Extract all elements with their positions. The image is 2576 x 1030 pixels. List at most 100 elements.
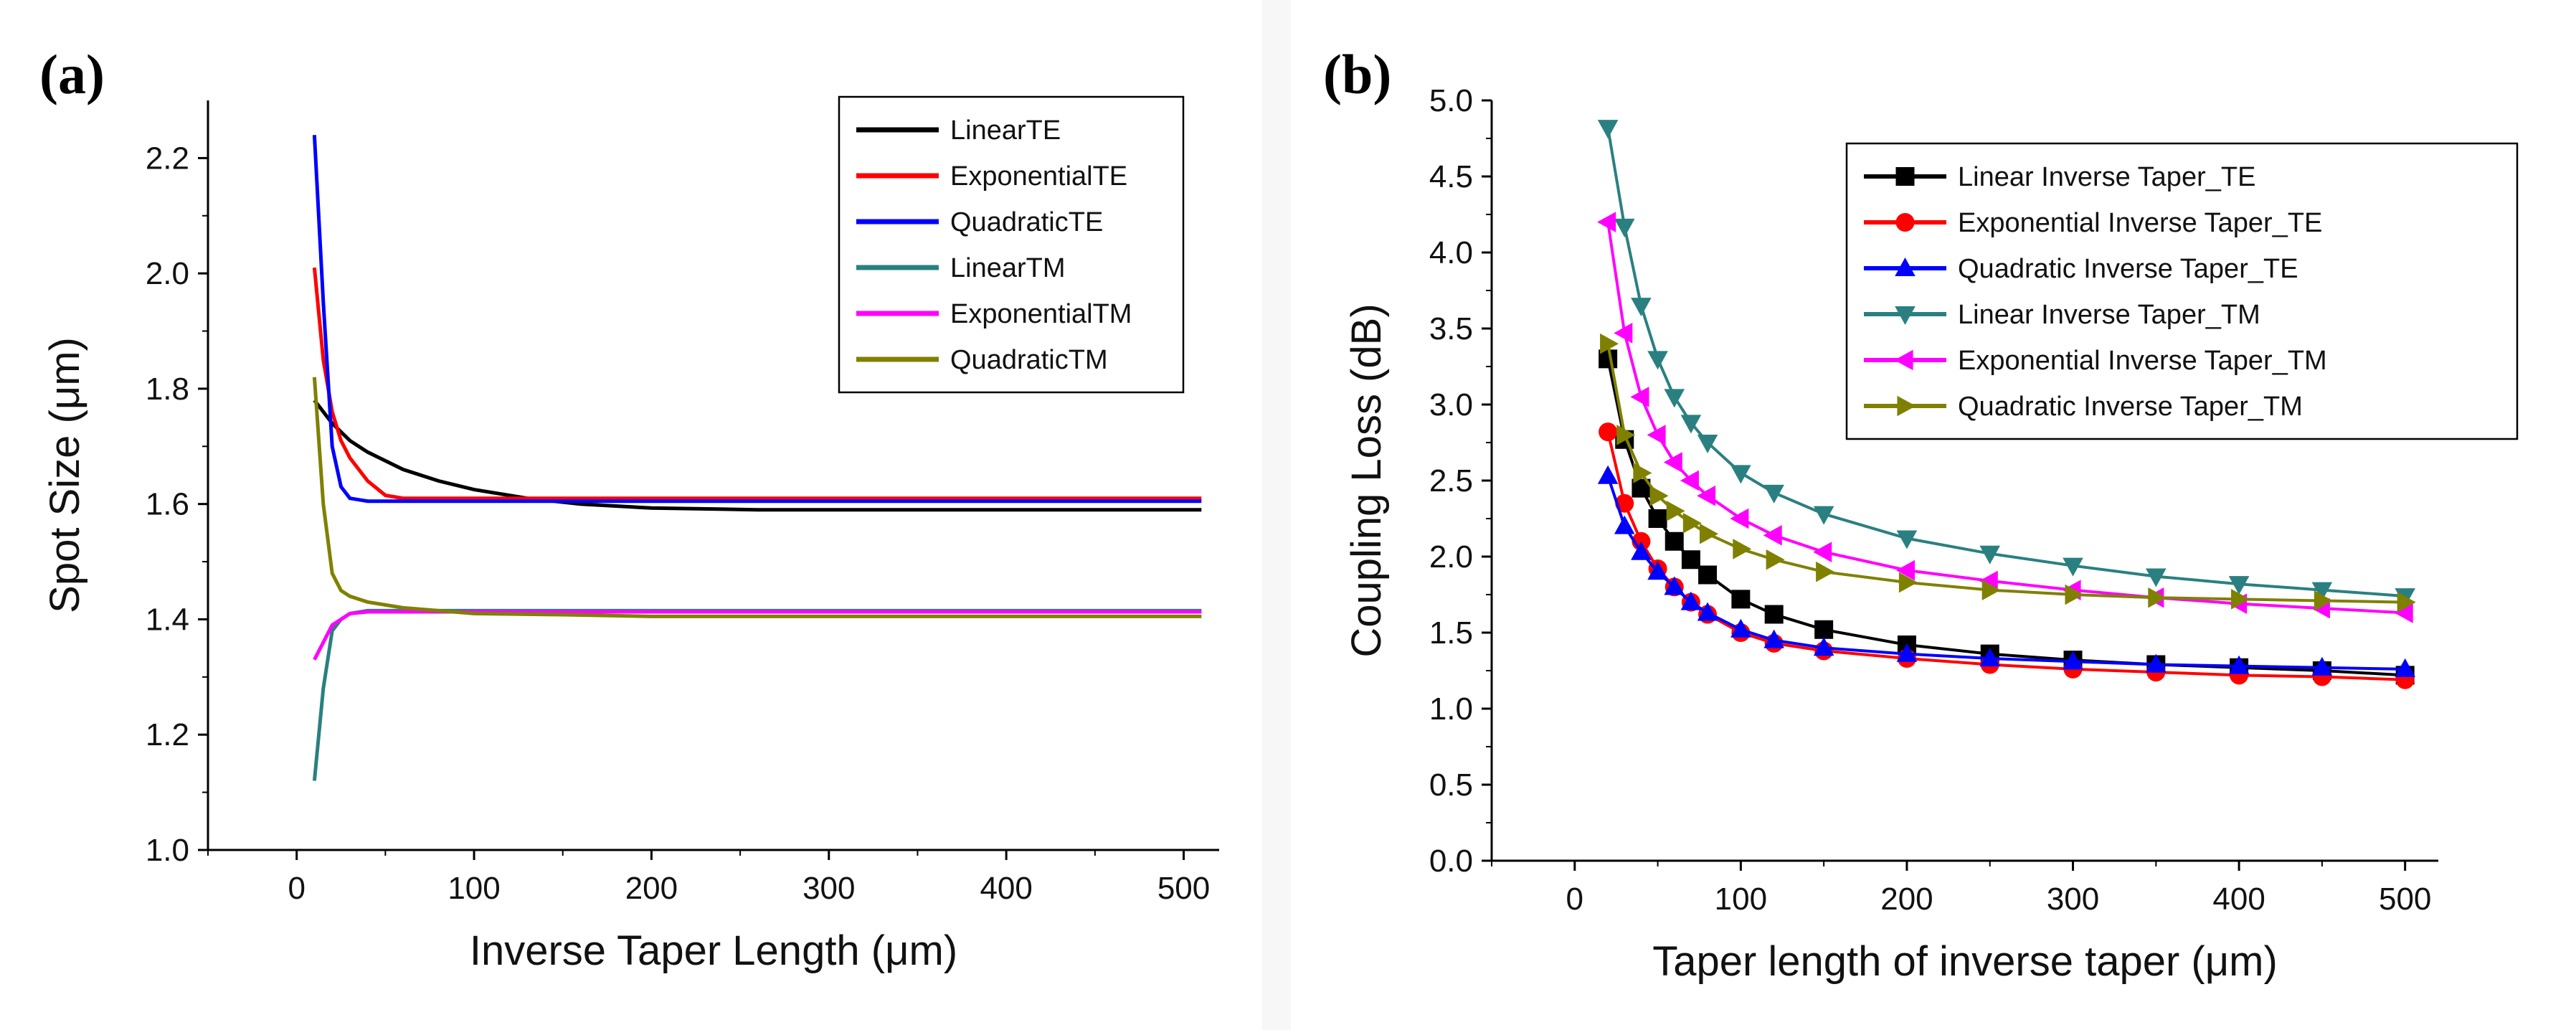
- data-point-quadratic-inverse-taper-te: [1680, 591, 1702, 610]
- data-point-linear-inverse-taper-te: [1764, 605, 1784, 624]
- data-point-linear-inverse-taper-tm: [2228, 576, 2250, 595]
- x-axis-title: Taper length of inverse taper (μm): [1652, 938, 2278, 985]
- y-axis-title: Coupling Loss (dB): [1343, 303, 1390, 657]
- series-line-exponentialtm: [313, 610, 1202, 661]
- data-point-linear-inverse-taper-tm: [2146, 568, 2167, 587]
- data-point-linear-inverse-taper-tm: [1896, 530, 1918, 549]
- data-point-quadratic-inverse-taper-te: [1664, 576, 1685, 595]
- x-tick-label: 500: [2379, 882, 2431, 917]
- legend-marker-linear-inverse-taper-te: [1895, 167, 1915, 186]
- data-point-quadratic-inverse-taper-tm: [2231, 589, 2250, 610]
- panel-gap: [1262, 0, 1291, 1030]
- data-point-quadratic-inverse-taper-tm: [1816, 561, 1835, 582]
- legend-label-exponential-inverse-taper-te: Exponential Inverse Taper_TE: [1958, 208, 2322, 238]
- data-point-quadratic-inverse-taper-tm: [1633, 463, 1652, 483]
- data-point-linear-inverse-taper-tm: [1680, 415, 1702, 434]
- data-point-linear-inverse-taper-tm: [1730, 465, 1751, 484]
- chart-panel-a: (a) 0 100 200 300 400 500 1.0 1.2 1.4 1.6 1.8 2.0 2.…: [0, 0, 1262, 1030]
- legend-label-linear-inverse-taper-tm: Linear Inverse Taper_TM: [1958, 300, 2260, 330]
- y-axis-title: Spot Size (μm): [42, 337, 88, 613]
- legend-marker-exponential-inverse-taper-te: [1895, 213, 1915, 232]
- data-point-linear-inverse-taper-tm: [1763, 484, 1784, 504]
- data-point-quadratic-inverse-taper-tm: [1682, 513, 1702, 534]
- data-point-quadratic-inverse-taper-tm: [1666, 501, 1685, 521]
- legend-label-linear-inverse-taper-te: Linear Inverse Taper_TE: [1958, 162, 2255, 192]
- y-tick-label: 1.8: [146, 372, 189, 407]
- data-point-quadratic-inverse-taper-tm: [1981, 580, 2001, 600]
- legend-label-exponential-inverse-taper-tm: Exponential Inverse Taper_TM: [1958, 346, 2327, 376]
- legend-label-exponentialte: ExponentialTE: [950, 161, 1127, 192]
- legend-label-quadratic-inverse-taper-te: Quadratic Inverse Taper_TE: [1958, 254, 2298, 284]
- data-point-exponential-inverse-taper-tm: [1697, 485, 1716, 506]
- x-tick-label: 300: [2047, 882, 2099, 917]
- data-point-linear-inverse-taper-tm: [1813, 506, 1834, 525]
- data-point-quadratic-inverse-taper-te: [1979, 648, 2001, 667]
- legend-label-exponentialtm: ExponentialTM: [950, 299, 1132, 329]
- data-point-exponential-inverse-taper-tm: [2394, 603, 2413, 623]
- x-tick-label: 400: [2212, 882, 2265, 917]
- series-line-linearte: [313, 399, 1202, 512]
- data-point-quadratic-inverse-taper-te: [1763, 629, 1784, 648]
- y-tick-label: 4.0: [1429, 235, 1473, 270]
- y-tick-label: 0.0: [1429, 844, 1473, 879]
- data-point-linear-inverse-taper-te: [1648, 509, 1667, 528]
- data-point-linear-inverse-taper-tm: [1597, 120, 1619, 139]
- data-point-linear-inverse-taper-tm: [1697, 434, 1718, 453]
- panel-label-b: (b): [1323, 43, 1391, 105]
- y-tick-label: 1.4: [146, 602, 189, 637]
- legend-label-quadraticte: QuadraticTE: [950, 207, 1103, 237]
- legend-marker-linear-inverse-taper-tm: [1895, 306, 1916, 325]
- y-tick-label: 1.0: [1429, 691, 1473, 727]
- data-point-quadratic-inverse-taper-tm: [1600, 333, 1619, 354]
- data-point-linear-inverse-taper-tm: [2063, 557, 2083, 577]
- data-point-linear-inverse-taper-te: [1681, 550, 1700, 570]
- y-tick-label: 2.2: [146, 141, 189, 176]
- y-tick-label: 3.0: [1429, 387, 1473, 422]
- y-tick-label: 3.5: [1429, 311, 1473, 346]
- data-point-linear-inverse-taper-tm: [1647, 351, 1668, 370]
- legend-label-quadratic-inverse-taper-tm: Quadratic Inverse Taper_TM: [1958, 392, 2303, 422]
- y-tick-label: 2.0: [146, 256, 189, 291]
- x-axis-title: Inverse Taper Length (μm): [470, 927, 957, 974]
- data-point-quadratic-inverse-taper-tm: [2314, 590, 2333, 611]
- data-point-exponential-inverse-taper-tm: [1763, 525, 1782, 546]
- y-tick-label: 0.5: [1429, 767, 1473, 803]
- y-tick-label: 1.5: [1429, 615, 1473, 651]
- data-point-quadratic-inverse-taper-te: [1647, 561, 1668, 580]
- data-point-exponential-inverse-taper-tm: [1614, 323, 1633, 344]
- data-point-quadratic-inverse-taper-te: [2146, 653, 2167, 673]
- data-point-quadratic-inverse-taper-tm: [1733, 539, 1752, 559]
- data-point-linear-inverse-taper-tm: [1979, 545, 2001, 564]
- data-point-quadratic-inverse-taper-te: [1896, 643, 1918, 662]
- data-point-quadratic-inverse-taper-tm: [2397, 592, 2416, 613]
- data-point-linear-inverse-taper-tm: [1614, 218, 1635, 237]
- legend-label-linearte: LinearTE: [950, 115, 1061, 146]
- chart-b-svg: (b) 0 100 200 300 400 500 0.0 0.5 1.0 1.5 2.0 2.5 3.…: [1323, 43, 2519, 985]
- legend-box: [838, 95, 1185, 394]
- data-point-linear-inverse-taper-tm: [2311, 582, 2333, 601]
- data-point-linear-inverse-taper-te: [1731, 590, 1751, 609]
- x-tick-label: 500: [1157, 871, 1210, 906]
- x-tick-label: 400: [980, 871, 1032, 906]
- x-tick-label: 200: [1880, 882, 1933, 917]
- data-point-linear-inverse-taper-te: [1814, 620, 1834, 639]
- legend-box: [1845, 142, 2519, 440]
- data-point-quadratic-inverse-taper-te: [2395, 658, 2415, 677]
- data-point-exponential-inverse-taper-te: [1599, 422, 1618, 442]
- data-point-quadratic-inverse-taper-te: [1614, 515, 1635, 534]
- y-tick-label: 1.0: [146, 833, 189, 868]
- series-line-quadratictm: [312, 377, 1202, 618]
- y-tick-label: 4.5: [1429, 159, 1473, 194]
- legend-marker-quadratic-inverse-taper-tm: [1897, 395, 1916, 417]
- data-point-linear-inverse-taper-tm: [1631, 298, 1652, 317]
- data-point-exponential-inverse-taper-tm: [1630, 387, 1649, 407]
- data-point-exponential-inverse-taper-tm: [1730, 508, 1749, 529]
- x-tick-label: 200: [625, 871, 678, 906]
- data-point-exponential-inverse-taper-tm: [1680, 470, 1699, 491]
- data-point-linear-inverse-taper-te: [1698, 565, 1718, 585]
- x-tick-label: 0: [1566, 882, 1583, 917]
- chart-panel-b: (b) 0 100 200 300 400 500 0.0 0.5 1.0 1.5 2.0 2.5 3.…: [1291, 0, 2576, 1030]
- data-point-quadratic-inverse-taper-te: [1813, 637, 1834, 656]
- legend-label-quadratictm: QuadraticTM: [950, 345, 1108, 375]
- data-point-quadratic-inverse-taper-te: [1697, 602, 1718, 621]
